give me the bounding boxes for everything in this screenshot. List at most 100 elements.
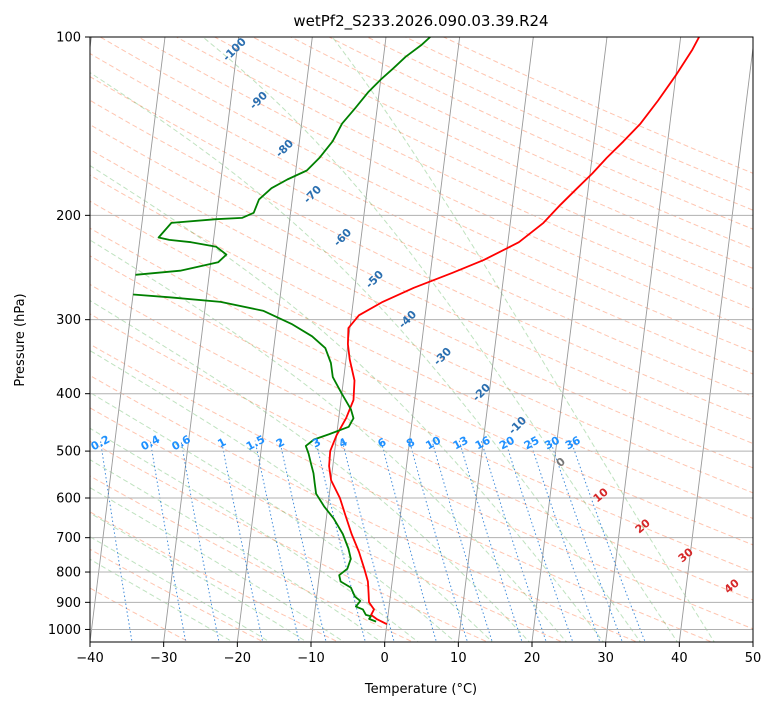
mixing-ratio-label: 13 bbox=[451, 434, 471, 453]
dry-adiabat bbox=[90, 99, 753, 421]
mixing-ratio-label: 8 bbox=[404, 435, 417, 450]
mixing-ratio-label: 10 bbox=[423, 434, 443, 453]
x-tick-label: 30 bbox=[597, 651, 614, 666]
dry-adiabat-label: -50 bbox=[363, 268, 386, 291]
dry-adiabat bbox=[90, 475, 415, 642]
y-tick-label: 300 bbox=[56, 313, 81, 328]
moist-adiabat bbox=[90, 536, 271, 642]
isotherm bbox=[457, 37, 534, 642]
mixing-ratio-label: 30 bbox=[542, 434, 562, 453]
x-tick-label: 50 bbox=[745, 651, 762, 666]
mixing-ratio-line bbox=[458, 440, 523, 642]
moist-adiabat-label: 40 bbox=[722, 576, 742, 596]
y-axis-label: Pressure (hPa) bbox=[13, 293, 28, 386]
mixing-ratio-line bbox=[220, 440, 264, 642]
dry-adiabat bbox=[90, 174, 753, 494]
dry-adiabat bbox=[90, 374, 639, 642]
y-tick-label: 800 bbox=[56, 566, 81, 581]
mixing-ratio-line bbox=[570, 440, 646, 642]
mixing-ratio-label: 2 bbox=[274, 435, 287, 450]
mixing-ratio-label: 1 bbox=[215, 435, 228, 450]
mixing-ratio-label: 4 bbox=[337, 435, 350, 450]
mixing-ratio-line bbox=[529, 440, 601, 642]
dry-adiabat bbox=[90, 255, 753, 573]
dry-adiabat-label: -40 bbox=[396, 308, 419, 331]
dry-adiabat bbox=[90, 200, 753, 520]
background-lines bbox=[90, 37, 753, 642]
mixing-ratio-label: 1.5 bbox=[244, 433, 267, 454]
mixing-ratio-label: 20 bbox=[497, 434, 517, 453]
dry-adiabat bbox=[90, 587, 190, 642]
y-axis-ticks: 100 200 300 400 500 600 700 800 900 1000 bbox=[48, 31, 90, 638]
moist-adiabat-label: 10 bbox=[591, 485, 611, 505]
mixing-ratio-label: 25 bbox=[522, 434, 542, 453]
x-axis-ticks: −40 −30 −20 −10 0 10 20 30 40 50 bbox=[76, 642, 761, 666]
y-tick-label: 400 bbox=[56, 387, 81, 402]
moist-adiabat bbox=[90, 239, 568, 642]
dewpoint-line-upper bbox=[135, 37, 431, 276]
dry-adiabat bbox=[90, 227, 753, 546]
moist-adiabat-label: 0 bbox=[554, 455, 568, 470]
dry-adiabat-label: -30 bbox=[431, 345, 454, 368]
pressure-gridlines bbox=[90, 37, 753, 630]
dry-adiabat bbox=[90, 313, 753, 630]
dry-adiabat bbox=[251, 37, 753, 269]
dry-adiabat bbox=[404, 37, 753, 193]
x-tick-label: 40 bbox=[671, 651, 688, 666]
dry-adiabat bbox=[175, 37, 753, 310]
dry-adiabat bbox=[213, 37, 753, 290]
x-tick-label: −30 bbox=[150, 651, 177, 666]
moist-adiabat bbox=[201, 37, 679, 642]
y-tick-label: 900 bbox=[56, 596, 81, 611]
temperature-line bbox=[328, 37, 700, 626]
y-tick-label: 700 bbox=[56, 531, 81, 546]
plot-frame bbox=[89, 36, 754, 643]
mixing-ratio-label: 6 bbox=[376, 435, 389, 450]
moist-adiabat bbox=[90, 487, 345, 642]
dry-adiabat bbox=[90, 283, 753, 601]
dry-adiabat bbox=[90, 52, 753, 375]
x-tick-label: −10 bbox=[297, 651, 324, 666]
dry-adiabat bbox=[90, 76, 753, 398]
mixing-ratio-line bbox=[341, 440, 395, 642]
moist-adiabat bbox=[90, 72, 642, 642]
chart-title: wetPf2_S233.2026.090.03.39.R24 bbox=[293, 12, 548, 31]
mixing-ratio-label: 16 bbox=[473, 434, 493, 453]
dry-adiabat bbox=[90, 511, 340, 642]
mixing-ratio-line bbox=[504, 440, 574, 642]
moist-adiabat-label: 20 bbox=[633, 516, 653, 536]
dry-adiabat bbox=[90, 124, 753, 445]
y-tick-label: 100 bbox=[56, 31, 81, 46]
mixing-ratio-label: 0.2 bbox=[89, 433, 112, 454]
dry-adiabat bbox=[99, 37, 753, 353]
mixing-ratio-line bbox=[100, 440, 133, 642]
mixing-ratio-line bbox=[279, 440, 327, 642]
dry-adiabat bbox=[90, 148, 753, 469]
moist-adiabat bbox=[90, 349, 494, 642]
isotherm bbox=[678, 44, 753, 642]
x-tick-label: 0 bbox=[381, 651, 389, 666]
isotherm bbox=[531, 37, 608, 642]
mixing-ratio-line bbox=[315, 440, 366, 642]
dry-adiabat bbox=[90, 440, 489, 642]
isotherm bbox=[163, 37, 240, 642]
dry-adiabat-label: -60 bbox=[331, 226, 354, 249]
y-tick-label: 200 bbox=[56, 209, 81, 224]
isotherm bbox=[90, 37, 166, 642]
mixing-ratio-line bbox=[480, 440, 547, 642]
mixing-ratio-label: 0.4 bbox=[139, 433, 163, 454]
x-tick-label: −40 bbox=[76, 651, 103, 666]
dry-adiabat bbox=[366, 37, 753, 211]
isotherm bbox=[384, 37, 461, 642]
isotherm bbox=[605, 37, 682, 642]
x-tick-label: 20 bbox=[524, 651, 541, 666]
dry-adiabat bbox=[328, 37, 753, 230]
mixing-ratio-line bbox=[149, 440, 187, 642]
dry-adiabat-label: -100 bbox=[220, 35, 249, 64]
y-tick-label: 600 bbox=[56, 492, 81, 507]
dry-adiabat-label: -70 bbox=[301, 183, 324, 206]
dry-adiabat bbox=[137, 37, 753, 331]
x-tick-label: −20 bbox=[224, 651, 251, 666]
isotherm bbox=[236, 37, 313, 642]
